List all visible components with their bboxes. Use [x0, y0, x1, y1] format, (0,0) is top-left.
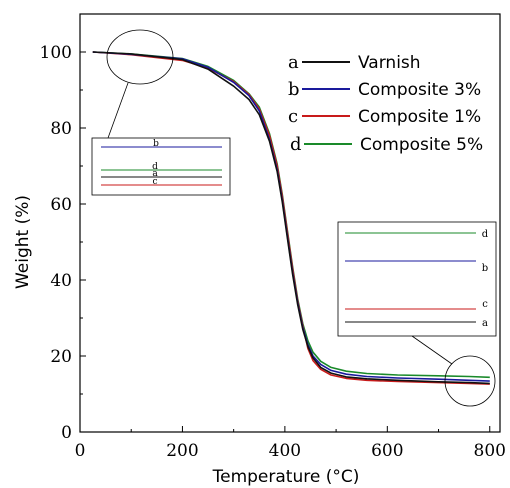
inset-start-letter-a: a	[152, 169, 158, 179]
x-tick-label: 600	[371, 441, 403, 461]
legend-letter-b: b	[288, 79, 300, 100]
y-tick-label: 80	[50, 119, 72, 139]
legend-letter-a: a	[288, 52, 299, 73]
inset-start-letter-d: d	[152, 162, 158, 172]
leader-line-start	[107, 82, 129, 139]
zoom-circle-start	[106, 29, 174, 139]
legend-name-c: Composite 1%	[358, 107, 481, 127]
inset-start: b dac	[91, 137, 231, 196]
curves	[92, 51, 490, 385]
y-tick-label: 20	[50, 347, 72, 367]
inset-start-box	[91, 137, 231, 196]
legend-name-b: Composite 3%	[358, 80, 481, 100]
inset-end-letter-b: b	[482, 263, 488, 274]
inset-end-letter-c: c	[482, 299, 488, 310]
x-axis-label: Temperature (°C)	[212, 467, 360, 487]
legend-name-d: Composite 5%	[360, 135, 483, 155]
y-tick-label: 100	[40, 43, 72, 63]
inset-start-letter-c: c	[152, 177, 157, 187]
inset-start-letter-b: b	[153, 139, 159, 149]
x-tick-label: 400	[269, 441, 301, 461]
zoom-ellipse-end	[444, 355, 496, 407]
legend-letter-d: d	[290, 134, 302, 155]
x-tick-label: 0	[75, 441, 86, 461]
y-tick-label: 0	[61, 423, 72, 443]
inset-end-box	[337, 221, 497, 337]
x-tick-label: 800	[474, 441, 506, 461]
inset-end: d b ca	[337, 221, 497, 337]
y-tick-label: 40	[50, 271, 72, 291]
series-line-a	[92, 51, 490, 385]
inset-end-letter-a: a	[482, 318, 488, 329]
legend: a Varnish b Composite 3% c Composite 1% d Compo…	[288, 52, 483, 155]
y-tick-label: 60	[50, 195, 72, 215]
plot-frame	[79, 13, 501, 433]
x-tick-label: 200	[166, 441, 198, 461]
legend-letter-c: c	[288, 106, 298, 127]
inset-end-letter-d: d	[482, 229, 489, 240]
y-axis-label: Weight (%)	[13, 195, 33, 289]
zoom-circle-end	[411, 335, 496, 407]
legend-name-a: Varnish	[358, 53, 421, 73]
zoom-ellipse-start	[106, 29, 174, 85]
leader-line-end	[411, 335, 453, 365]
